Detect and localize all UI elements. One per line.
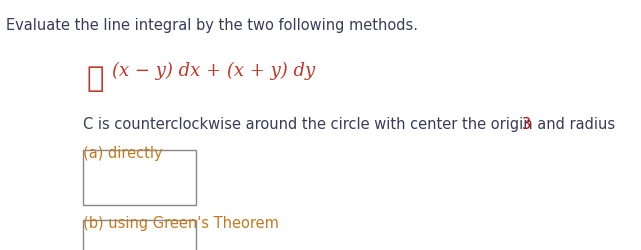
Text: 3: 3 xyxy=(522,116,531,131)
Text: ∮: ∮ xyxy=(87,65,104,93)
Text: Evaluate the line integral by the two following methods.: Evaluate the line integral by the two fo… xyxy=(6,18,419,32)
FancyBboxPatch shape xyxy=(83,220,196,250)
Text: (b) using Green's Theorem: (b) using Green's Theorem xyxy=(83,215,279,230)
Text: (a) directly: (a) directly xyxy=(83,145,163,160)
FancyBboxPatch shape xyxy=(83,150,196,205)
Text: (x − y) dx + (x + y) dy: (x − y) dx + (x + y) dy xyxy=(112,61,315,80)
Text: C is counterclockwise around the circle with center the origin and radius: C is counterclockwise around the circle … xyxy=(83,116,620,131)
